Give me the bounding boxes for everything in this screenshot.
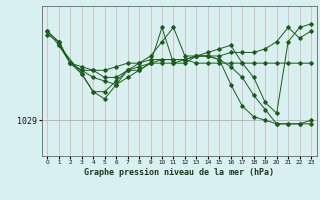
X-axis label: Graphe pression niveau de la mer (hPa): Graphe pression niveau de la mer (hPa) <box>84 168 274 177</box>
